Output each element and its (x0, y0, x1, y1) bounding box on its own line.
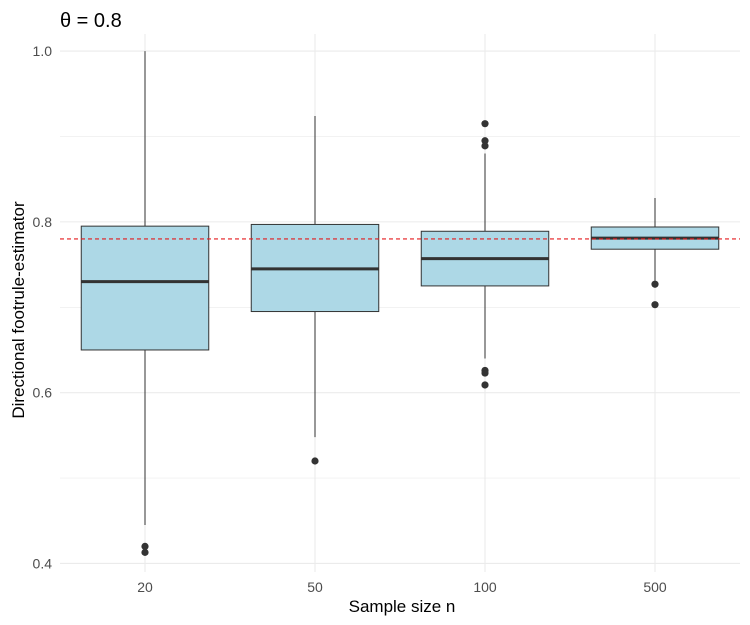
x-axis-title: Sample size n (349, 597, 456, 616)
y-tick-labels: 0.4 0.6 0.8 1.0 (33, 43, 53, 571)
box-group-100 (420, 120, 550, 389)
outlier-point (651, 280, 659, 288)
x-tick-labels: 20 50 100 500 (137, 579, 667, 595)
y-tick-label: 0.4 (33, 555, 53, 571)
outlier-point (311, 457, 319, 465)
outlier-point (481, 142, 489, 150)
y-tick-label: 1.0 (33, 43, 53, 59)
box-group-50 (250, 115, 380, 465)
box-iqr (80, 225, 210, 351)
boxes-layer (80, 51, 720, 556)
box-group-20 (80, 51, 210, 556)
outlier-point (481, 137, 489, 145)
outlier-point (481, 381, 489, 389)
box-group-500 (590, 197, 720, 309)
y-tick-label: 0.6 (33, 385, 53, 401)
outlier-point (651, 301, 659, 309)
y-tick-label: 0.8 (33, 214, 53, 230)
x-tick-label: 20 (137, 579, 153, 595)
outlier-point (141, 548, 149, 556)
y-axis-title: Directional footrule-estimator (9, 201, 28, 419)
chart-title: θ = 0.8 (60, 10, 122, 32)
x-tick-label: 100 (473, 579, 497, 595)
x-tick-label: 50 (307, 579, 323, 595)
outlier-point (141, 542, 149, 550)
x-tick-label: 500 (643, 579, 667, 595)
outlier-point (481, 120, 489, 128)
outlier-point (481, 369, 489, 377)
